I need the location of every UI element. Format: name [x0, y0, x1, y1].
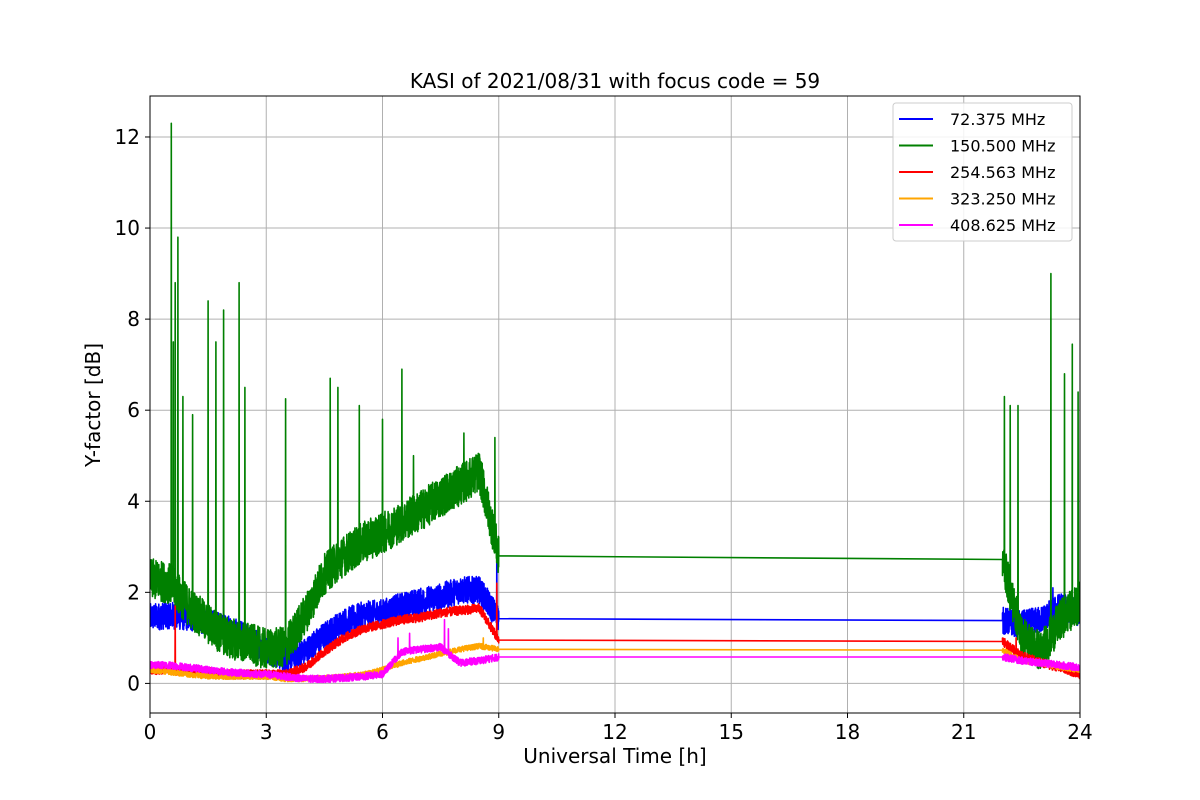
- y-tick-label: 10: [115, 216, 140, 240]
- x-tick-label: 12: [602, 720, 627, 744]
- series-line: [150, 122, 1080, 670]
- legend: 72.375 MHz 150.500 MHz 254.563 MHz 323.250 …: [892, 102, 1073, 242]
- y-tick-label: 8: [127, 307, 140, 331]
- legend-label: 72.375 MHz: [950, 110, 1045, 129]
- x-tick-label: 18: [835, 720, 860, 744]
- legend-box: [892, 102, 1073, 242]
- series-line: [150, 618, 1080, 684]
- legend-label: 408.625 MHz: [950, 216, 1055, 235]
- x-tick-label: 24: [1067, 720, 1092, 744]
- y-tick-label: 2: [127, 580, 140, 604]
- x-axis-label: Universal Time [h]: [523, 744, 706, 768]
- y-tick-label: 12: [115, 125, 140, 149]
- legend-label: 323.250 MHz: [950, 190, 1055, 209]
- chart-title: KASI of 2021/08/31 with focus code = 59: [410, 69, 820, 93]
- x-tick-label: 15: [719, 720, 744, 744]
- legend-label: 150.500 MHz: [950, 137, 1055, 156]
- y-tick-label: 6: [127, 398, 140, 422]
- x-tick-label: 3: [260, 720, 273, 744]
- series-layer: [150, 122, 1080, 684]
- y-tick-label: 0: [127, 671, 140, 695]
- x-tick-label: 6: [376, 720, 389, 744]
- x-tick-label: 0: [144, 720, 157, 744]
- x-tick-label: 9: [492, 720, 505, 744]
- x-tick-label: 21: [951, 720, 976, 744]
- legend-label: 254.563 MHz: [950, 163, 1055, 182]
- y-tick-label: 4: [127, 489, 140, 513]
- y-axis-label: Y-factor [dB]: [81, 343, 105, 468]
